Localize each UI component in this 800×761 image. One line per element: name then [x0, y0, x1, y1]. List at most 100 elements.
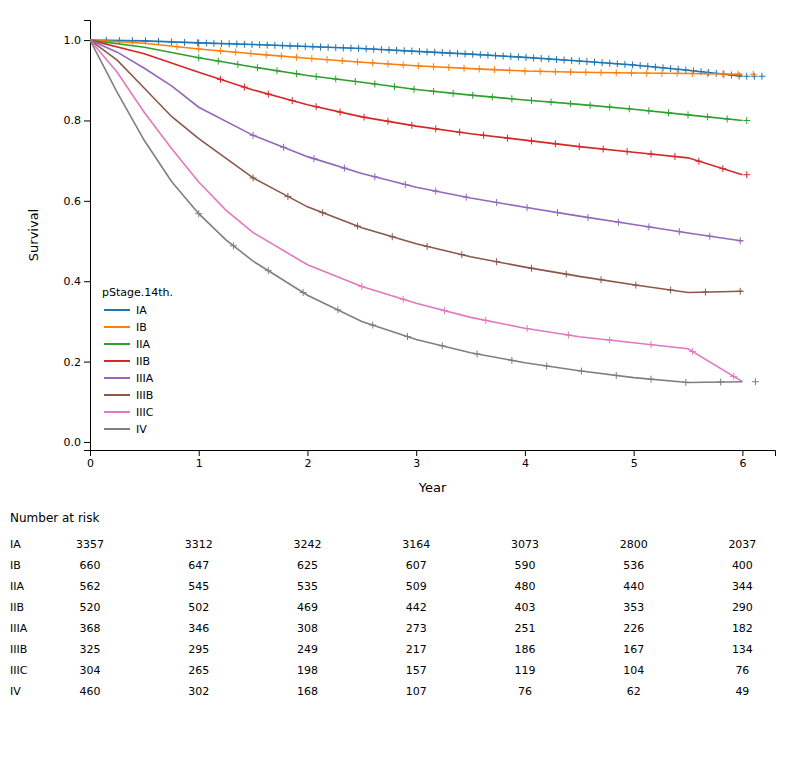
risk-table-row: IIIB325295249217186167134: [10, 643, 753, 656]
risk-table-value: 249: [297, 643, 318, 656]
risk-table-row: IV460302168107766249: [10, 685, 749, 698]
x-tick: 2: [304, 450, 311, 470]
risk-table-value: 2037: [728, 538, 756, 551]
censor-mark: [614, 60, 621, 67]
censor-mark: [521, 68, 528, 75]
risk-table-value: 308: [297, 622, 318, 635]
survival-curve: [90, 40, 742, 292]
x-tick: 3: [413, 450, 420, 470]
risk-table-value: 353: [623, 601, 644, 614]
censor-mark: [241, 84, 248, 91]
censor-mark: [750, 71, 757, 78]
censor-mark: [230, 242, 237, 249]
risk-table-value: 226: [623, 622, 644, 635]
censor-mark: [484, 52, 491, 59]
censor-mark: [528, 97, 535, 104]
censor-mark: [489, 94, 496, 101]
risk-table-value: 509: [406, 580, 427, 593]
censor-mark: [404, 333, 411, 340]
risk-table-value: 104: [623, 664, 644, 677]
y-tick-label: 1.0: [64, 34, 82, 47]
censor-mark: [507, 53, 514, 60]
censor-mark: [598, 69, 605, 76]
legend-label: IIB: [136, 355, 150, 368]
y-tick-mark: [84, 120, 90, 121]
censor-mark: [332, 44, 339, 51]
censor-mark: [553, 56, 560, 63]
x-tick-label: 6: [739, 457, 746, 470]
y-tick-label: 0.8: [64, 114, 82, 127]
x-tick: 5: [631, 450, 638, 470]
censor-mark: [337, 109, 344, 116]
legend-item: IIB: [104, 355, 150, 368]
censor-mark: [682, 379, 689, 386]
legend-swatch: [104, 360, 130, 362]
legend-swatch: [104, 377, 130, 379]
risk-table-value: 647: [188, 559, 209, 572]
risk-table-row-label: IIB: [10, 601, 24, 614]
censor-mark: [524, 325, 531, 332]
censor-mark: [347, 45, 354, 52]
censor-mark: [173, 43, 180, 50]
risk-table-value: 251: [514, 622, 535, 635]
censor-mark: [674, 70, 681, 77]
censor-mark: [378, 46, 385, 53]
censor-mark: [493, 258, 500, 265]
risk-table-value: 49: [735, 685, 749, 698]
censor-mark: [415, 62, 422, 69]
censor-mark: [561, 56, 568, 63]
risk-table-value: 368: [80, 622, 101, 635]
censor-mark: [462, 50, 469, 57]
y-tick: 0.6: [64, 195, 91, 208]
censor-marks: [250, 132, 744, 244]
censor-mark: [424, 243, 431, 250]
censor-mark: [302, 43, 309, 50]
censor-mark: [587, 102, 594, 109]
censor-mark: [624, 148, 631, 155]
legend-swatch: [104, 411, 130, 413]
censor-mark: [658, 70, 665, 77]
risk-table-value: 400: [732, 559, 753, 572]
censor-mark: [168, 38, 175, 45]
y-axis: 0.00.20.40.60.81.0: [64, 21, 91, 451]
risk-table-row-label: IV: [10, 685, 21, 698]
censor-mark: [613, 372, 620, 379]
censor-mark: [424, 48, 431, 55]
censor-mark: [515, 53, 522, 60]
censor-mark: [645, 223, 652, 230]
censor-mark: [384, 60, 391, 67]
censor-mark: [308, 55, 315, 62]
y-tick-label: 0.2: [64, 356, 82, 369]
censor-mark: [233, 41, 240, 48]
censor-mark: [439, 342, 446, 349]
plot: 01234560.00.20.40.60.81.0YearSurvivalpSt…: [10, 21, 776, 698]
legend-item: IIIC: [104, 406, 154, 419]
x-tick-mark: [199, 450, 200, 456]
censor-mark: [621, 61, 628, 68]
censor-mark: [469, 92, 476, 99]
legend-item: IB: [104, 321, 147, 334]
censor-mark: [743, 117, 750, 124]
censor-mark: [279, 42, 286, 49]
censor-mark: [628, 70, 635, 77]
censor-mark: [626, 105, 633, 112]
censor-mark: [432, 188, 439, 195]
censor-mark: [361, 114, 368, 121]
censor-mark: [504, 135, 511, 142]
censor-mark: [334, 306, 341, 313]
y-axis-line: [84, 21, 91, 451]
legend-swatch: [104, 394, 130, 396]
censor-mark: [578, 368, 585, 375]
x-tick-mark: [525, 450, 526, 456]
x-tick-mark: [307, 450, 308, 456]
censor-mark: [685, 111, 692, 118]
censor-mark: [717, 379, 724, 386]
censor-mark: [454, 50, 461, 57]
censor-mark: [675, 66, 682, 73]
y-tick: 0.4: [64, 275, 91, 288]
risk-table-value: 62: [627, 685, 641, 698]
risk-table-value: 167: [623, 643, 644, 656]
censor-mark: [682, 67, 689, 74]
risk-table-value: 325: [80, 643, 101, 656]
risk-table-row: IIIC30426519815711910476: [10, 664, 749, 677]
